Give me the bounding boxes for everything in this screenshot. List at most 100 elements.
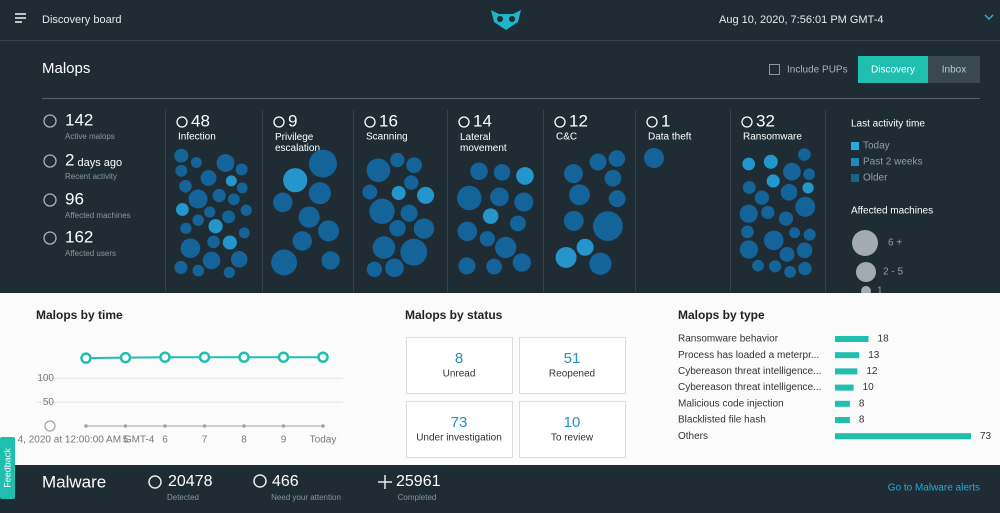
include-pups-checkbox[interactable]: [769, 64, 780, 75]
malop-bubble[interactable]: [175, 164, 188, 177]
malop-bubble[interactable]: [490, 187, 509, 207]
malop-bubble[interactable]: [608, 190, 626, 208]
malop-bubble[interactable]: [516, 167, 534, 185]
tab-label[interactable]: Discovery: [871, 65, 915, 76]
malop-bubble[interactable]: [369, 198, 395, 224]
malop-bubble[interactable]: [798, 261, 812, 276]
malop-bubble[interactable]: [458, 257, 476, 275]
malop-bubble[interactable]: [795, 196, 816, 217]
malop-bubble[interactable]: [470, 162, 488, 181]
malop-bubble[interactable]: [493, 164, 511, 181]
malop-bubble[interactable]: [298, 206, 320, 228]
malware-link[interactable]: Go to Malware alerts: [888, 483, 980, 494]
malop-bubble[interactable]: [225, 175, 237, 187]
malop-bubble[interactable]: [400, 238, 428, 266]
header-chevron[interactable]: [984, 14, 994, 21]
malop-bubble[interactable]: [479, 231, 496, 247]
malop-bubble[interactable]: [589, 252, 612, 275]
malop-bubble[interactable]: [742, 181, 756, 195]
menu-icon[interactable]: [15, 13, 26, 23]
malop-bubble[interactable]: [192, 264, 205, 277]
malop-bubble[interactable]: [204, 206, 216, 218]
malop-bubble[interactable]: [175, 203, 189, 216]
malop-bubble[interactable]: [308, 149, 337, 178]
malop-bubble[interactable]: [404, 175, 419, 190]
malop-bubble[interactable]: [608, 150, 626, 167]
malop-bubble[interactable]: [512, 253, 531, 272]
tab-inbox[interactable]: [928, 56, 980, 83]
malop-bubble[interactable]: [576, 238, 594, 256]
malop-bubble[interactable]: [366, 158, 391, 183]
malop-bubble[interactable]: [495, 236, 517, 259]
malop-bubble[interactable]: [362, 184, 378, 200]
malop-bubble[interactable]: [190, 157, 202, 168]
malop-bubble[interactable]: [207, 235, 220, 249]
malop-bubble[interactable]: [754, 190, 770, 205]
malop-bubble[interactable]: [569, 184, 590, 206]
malop-bubble[interactable]: [417, 186, 435, 204]
malop-bubble[interactable]: [180, 222, 192, 234]
malop-bubble[interactable]: [391, 186, 406, 201]
malop-bubble[interactable]: [222, 235, 237, 250]
malop-bubble[interactable]: [283, 168, 308, 193]
malop-bubble[interactable]: [509, 215, 526, 232]
malop-bubble[interactable]: [780, 183, 798, 201]
malop-bubble[interactable]: [227, 193, 240, 206]
malop-bubble[interactable]: [589, 153, 607, 171]
malop-bubble[interactable]: [796, 242, 813, 259]
malop-bubble[interactable]: [514, 192, 534, 212]
malop-bubble[interactable]: [486, 258, 502, 275]
tab-label[interactable]: Inbox: [942, 65, 966, 76]
malop-bubble[interactable]: [308, 182, 331, 205]
malop-bubble[interactable]: [202, 251, 221, 270]
malop-bubble[interactable]: [783, 162, 801, 181]
malop-bubble[interactable]: [563, 210, 584, 231]
malop-bubble[interactable]: [292, 231, 312, 251]
malop-bubble[interactable]: [230, 251, 248, 268]
malop-bubble[interactable]: [235, 163, 248, 176]
malop-bubble[interactable]: [236, 182, 248, 194]
malop-bubble[interactable]: [482, 208, 499, 224]
malop-bubble[interactable]: [555, 246, 577, 268]
malop-bubble[interactable]: [413, 218, 435, 239]
malop-bubble[interactable]: [188, 189, 208, 209]
tab-discovery[interactable]: [858, 56, 928, 83]
malop-bubble[interactable]: [741, 225, 754, 239]
malop-bubble[interactable]: [240, 204, 252, 216]
malop-bubble[interactable]: [372, 236, 396, 259]
malop-bubble[interactable]: [752, 259, 764, 272]
malop-bubble[interactable]: [406, 157, 422, 174]
malop-bubble[interactable]: [798, 148, 811, 161]
malop-bubble[interactable]: [457, 221, 478, 242]
malop-bubble[interactable]: [593, 211, 623, 242]
malop-bubble[interactable]: [180, 238, 201, 259]
malop-bubble[interactable]: [763, 230, 784, 251]
malop-bubble[interactable]: [763, 154, 778, 169]
malop-bubble[interactable]: [208, 219, 223, 234]
malop-bubble[interactable]: [174, 148, 189, 163]
malop-bubble[interactable]: [385, 258, 404, 278]
malop-bubble[interactable]: [789, 227, 801, 239]
malop-bubble[interactable]: [390, 152, 405, 168]
malop-bubble[interactable]: [803, 228, 816, 241]
malop-bubble[interactable]: [457, 185, 482, 211]
malop-bubble[interactable]: [192, 214, 204, 226]
malop-bubble[interactable]: [739, 240, 759, 259]
malop-bubble[interactable]: [766, 174, 780, 188]
malop-bubble[interactable]: [400, 204, 418, 222]
feedback-label[interactable]: Feedback: [2, 448, 12, 488]
malop-bubble[interactable]: [273, 192, 293, 213]
malop-bubble[interactable]: [644, 148, 664, 168]
malop-bubble[interactable]: [222, 210, 236, 224]
malop-bubble[interactable]: [778, 211, 794, 226]
malop-bubble[interactable]: [802, 182, 814, 194]
malop-bubble[interactable]: [739, 204, 758, 223]
malop-bubble[interactable]: [779, 246, 795, 262]
include-pups-label[interactable]: Include PUPs: [787, 65, 848, 76]
malop-bubble[interactable]: [318, 220, 340, 242]
malop-bubble[interactable]: [761, 205, 775, 220]
malop-bubble[interactable]: [366, 261, 383, 277]
malop-bubble[interactable]: [212, 188, 226, 203]
malop-bubble[interactable]: [321, 251, 340, 270]
malop-bubble[interactable]: [742, 157, 756, 171]
